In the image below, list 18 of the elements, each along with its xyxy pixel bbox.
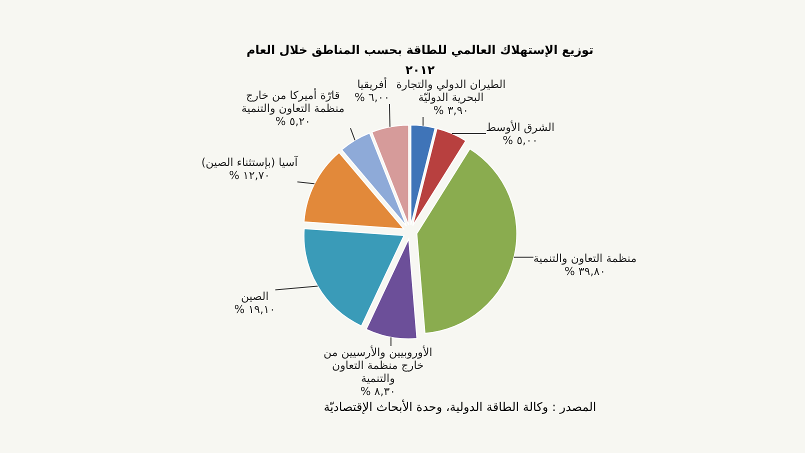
data-label: ٣,٩٠ % <box>432 104 470 117</box>
slice-label: الأوروبيين والأرسيين من خارج منظمة التعاون والتنمية <box>322 346 434 385</box>
slice-label: الطيران الدولي والتجارة البحرية الدوليّة <box>395 78 507 104</box>
slice-label: الشرق الأوسط <box>486 121 555 134</box>
data-label: ٥,٠٠ % <box>502 134 539 147</box>
data-label: ٥,٢٠ % <box>274 115 312 128</box>
slice-label: الصين <box>240 290 270 303</box>
slice-label: قارّة أميركا من خارج منظمة التعاون والتنمية <box>240 89 346 116</box>
data-label: ٦,٠٠ % <box>354 91 390 104</box>
slice-label: آسيا (بإستثناء الصين) <box>201 156 298 169</box>
slice-label: منظمة التعاون والتنمية <box>533 252 637 266</box>
data-label: ٣٩,٨٠ % <box>563 265 607 278</box>
chart-title: توزيع الإستهلاك العالمي للطاقة بحسب المناطق خلال العام ٢٠١٢ <box>246 43 594 77</box>
data-label: ١٢,٧٠ % <box>228 168 270 182</box>
text: المصدر : وكالة الطاقة الدولية، وحدة الأبحاث الإقتصاديّة <box>322 400 598 414</box>
slice-label: أفريقيا <box>356 78 388 91</box>
data-label: ٨,٣٠ % <box>359 385 397 398</box>
data-label: ١٩,١٠ % <box>234 302 276 316</box>
